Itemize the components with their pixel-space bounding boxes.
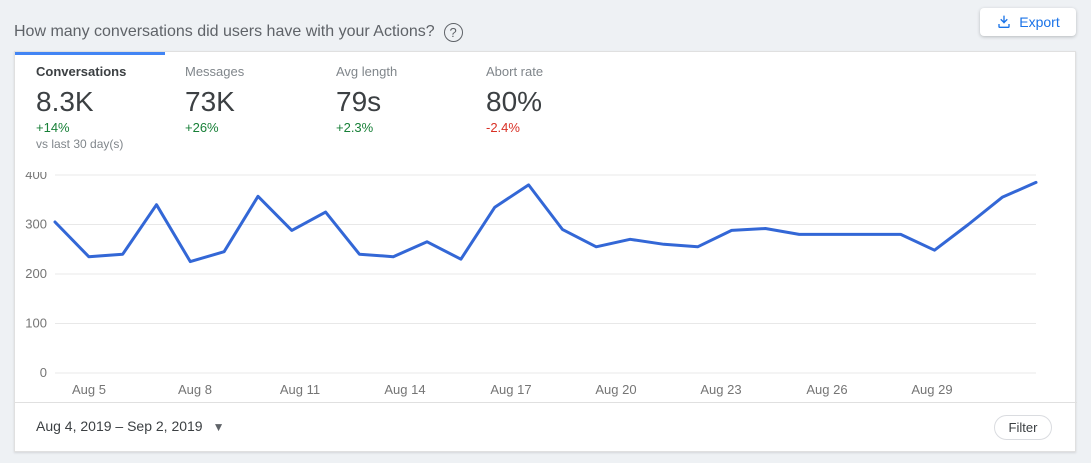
svg-text:Aug 29: Aug 29 bbox=[911, 382, 952, 397]
svg-text:100: 100 bbox=[25, 316, 47, 331]
svg-text:Aug 5: Aug 5 bbox=[72, 382, 106, 397]
svg-text:200: 200 bbox=[25, 266, 47, 281]
svg-text:300: 300 bbox=[25, 217, 47, 232]
svg-text:Aug 23: Aug 23 bbox=[700, 382, 741, 397]
svg-text:Aug 11: Aug 11 bbox=[280, 382, 320, 397]
svg-text:400: 400 bbox=[25, 172, 47, 182]
svg-text:Aug 26: Aug 26 bbox=[806, 382, 847, 397]
svg-text:Aug 14: Aug 14 bbox=[384, 382, 425, 397]
svg-text:Aug 17: Aug 17 bbox=[490, 382, 531, 397]
svg-text:Aug 8: Aug 8 bbox=[178, 382, 212, 397]
svg-text:Aug 20: Aug 20 bbox=[595, 382, 636, 397]
svg-text:0: 0 bbox=[40, 365, 47, 380]
